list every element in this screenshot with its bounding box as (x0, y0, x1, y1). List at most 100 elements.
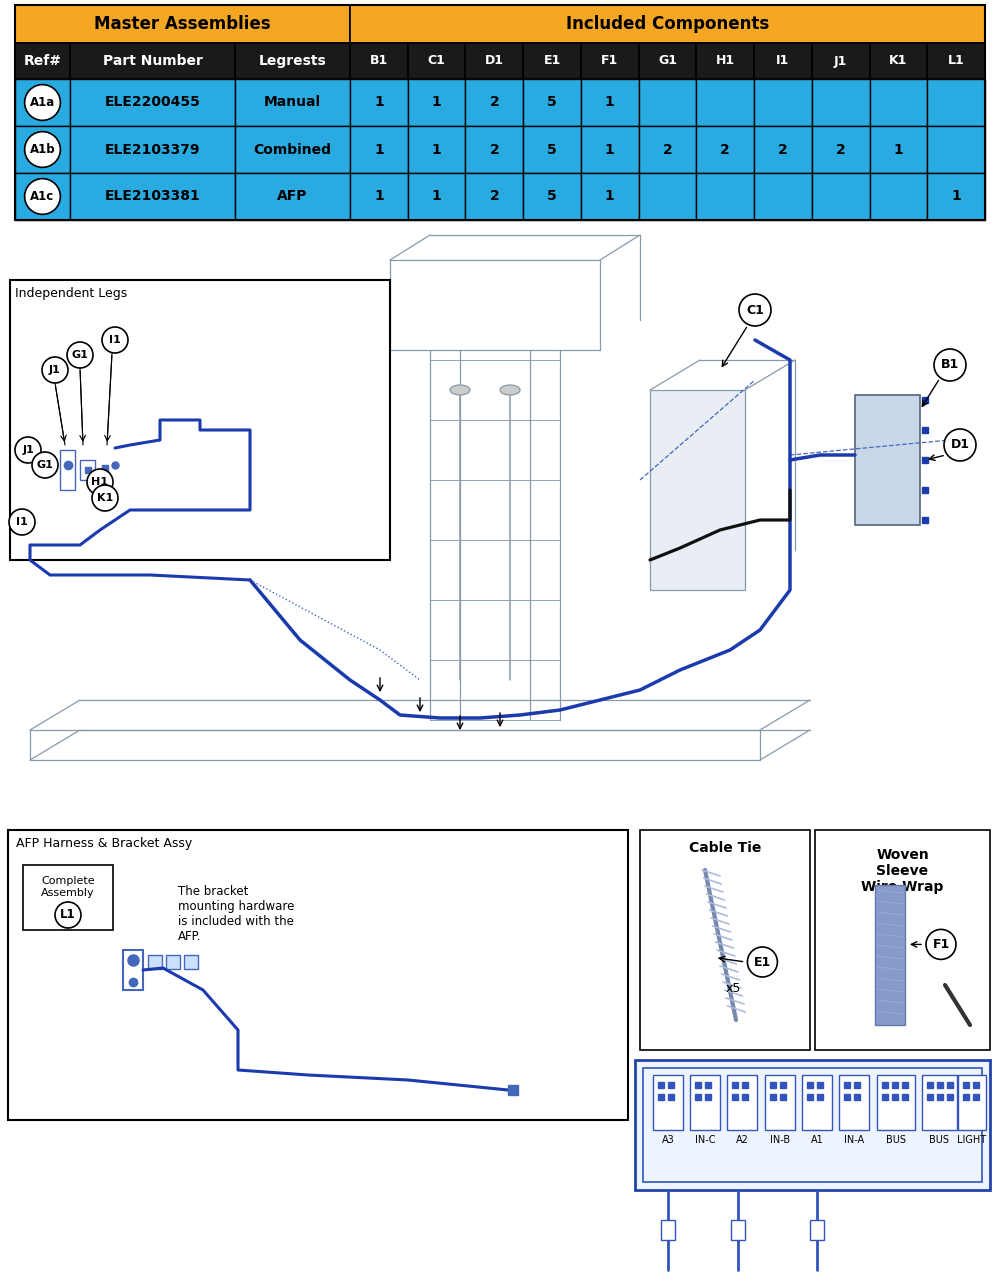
Text: C1: C1 (428, 55, 446, 68)
Text: Independent Legs: Independent Legs (15, 288, 127, 301)
Text: 1: 1 (432, 142, 441, 156)
Text: A1c: A1c (30, 189, 55, 204)
Text: A3: A3 (662, 1135, 674, 1146)
Text: AFP: AFP (277, 189, 308, 204)
Bar (235, 79, 350, 125)
Bar (465, 44, 523, 79)
Bar (235, 173, 350, 220)
Circle shape (67, 342, 93, 369)
Text: B1: B1 (370, 55, 388, 68)
Text: A1: A1 (811, 1135, 823, 1146)
Circle shape (934, 349, 966, 381)
Text: 2: 2 (489, 189, 499, 204)
Circle shape (42, 357, 68, 383)
Bar (639, 79, 696, 125)
Text: 1: 1 (951, 189, 961, 204)
Bar (70, 173, 235, 220)
Bar (10, 280, 390, 561)
Text: L1: L1 (60, 909, 76, 922)
Bar (581, 125, 639, 173)
Bar (877, 1075, 915, 1130)
Bar (754, 79, 812, 125)
Bar (661, 1220, 675, 1240)
Bar (465, 79, 523, 125)
Text: AFP Harness & Bracket Assy: AFP Harness & Bracket Assy (16, 837, 192, 850)
Text: Combined: Combined (254, 142, 332, 156)
Circle shape (55, 902, 81, 928)
Text: J1: J1 (49, 365, 61, 375)
Bar (639, 125, 696, 173)
Text: 1: 1 (605, 96, 615, 110)
Bar (15, 5, 985, 220)
Circle shape (25, 84, 60, 120)
Text: 5: 5 (547, 142, 557, 156)
Bar (408, 173, 465, 220)
Text: 1: 1 (894, 142, 903, 156)
Bar (184, 955, 198, 969)
Bar (802, 1075, 832, 1130)
Text: G1: G1 (658, 55, 677, 68)
Bar (754, 125, 812, 173)
Text: 2: 2 (778, 142, 788, 156)
Text: 1: 1 (374, 189, 384, 204)
Bar (581, 79, 639, 125)
Text: Legrests: Legrests (259, 54, 326, 68)
Bar (927, 79, 985, 125)
Text: K1: K1 (97, 493, 113, 503)
Text: F1: F1 (932, 938, 950, 951)
Text: A1b: A1b (30, 143, 55, 156)
Bar (754, 44, 812, 79)
Bar (70, 79, 235, 125)
Bar (922, 1075, 957, 1130)
Bar (875, 884, 905, 1025)
Text: 1: 1 (605, 142, 615, 156)
Text: C1: C1 (746, 303, 764, 316)
Bar (15, 173, 70, 220)
Bar (350, 125, 408, 173)
Bar (927, 44, 985, 79)
Bar (235, 125, 350, 173)
Text: 1: 1 (374, 96, 384, 110)
Bar (765, 1075, 795, 1130)
Text: LIGHT: LIGHT (957, 1135, 987, 1146)
Bar (653, 1075, 683, 1130)
Bar (839, 1075, 869, 1130)
Circle shape (87, 468, 113, 495)
Circle shape (25, 132, 60, 168)
Text: The bracket
mounting hardware
is included with the
AFP.: The bracket mounting hardware is include… (178, 884, 294, 943)
Text: Cable Tie: Cable Tie (689, 841, 761, 855)
Bar (696, 125, 754, 173)
Text: E1: E1 (754, 955, 771, 969)
Text: E1: E1 (543, 55, 561, 68)
Text: B1: B1 (941, 358, 959, 371)
Bar (8, 829, 628, 1120)
Text: 1: 1 (605, 189, 615, 204)
Circle shape (32, 452, 58, 477)
Text: I1: I1 (109, 335, 121, 346)
Text: 2: 2 (489, 96, 499, 110)
Text: 2: 2 (489, 142, 499, 156)
Text: BUS: BUS (930, 1135, 950, 1146)
Bar (166, 955, 180, 969)
Text: F1: F1 (601, 55, 618, 68)
Bar (15, 125, 70, 173)
Text: IN-C: IN-C (695, 1135, 715, 1146)
Bar (15, 5, 350, 44)
Bar (465, 125, 523, 173)
Bar (640, 829, 810, 1050)
Bar (523, 44, 581, 79)
Bar (523, 125, 581, 173)
Bar (70, 125, 235, 173)
Text: 1: 1 (432, 96, 441, 110)
Text: J1: J1 (22, 445, 34, 454)
Circle shape (15, 436, 41, 463)
Bar (148, 955, 162, 969)
Text: H1: H1 (716, 55, 735, 68)
Bar (870, 79, 927, 125)
Bar (643, 1068, 982, 1181)
Bar (581, 44, 639, 79)
Text: ELE2200455: ELE2200455 (105, 96, 200, 110)
Circle shape (92, 485, 118, 511)
Bar (639, 44, 696, 79)
Text: A1a: A1a (30, 96, 55, 109)
